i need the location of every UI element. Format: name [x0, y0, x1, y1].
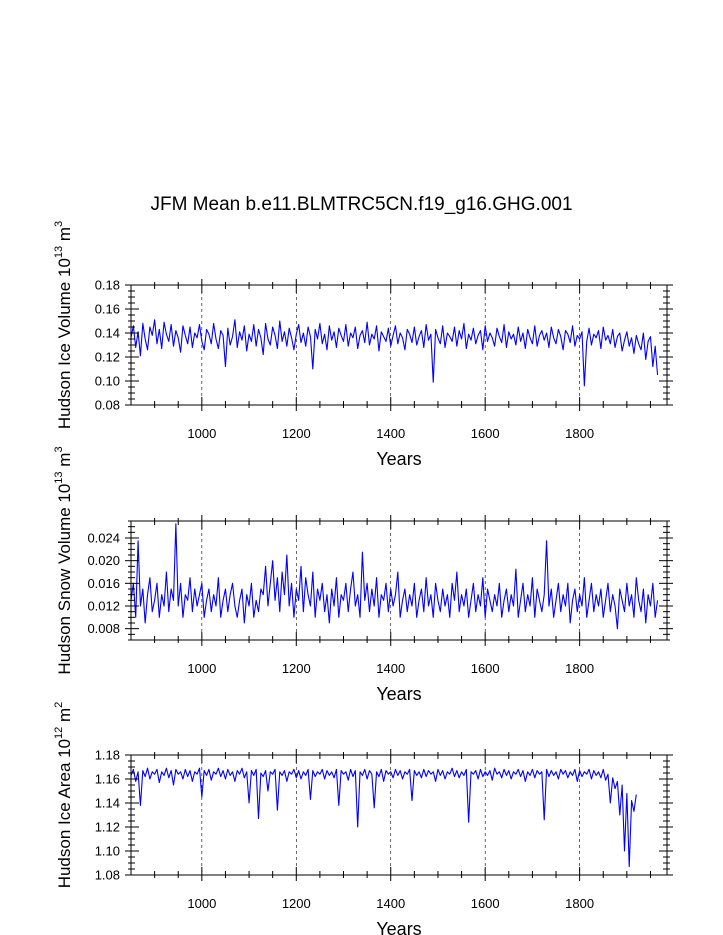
x-tick-label: 1600 [471, 661, 500, 676]
x-tick-label: 1600 [471, 426, 500, 441]
plot-frame [130, 520, 668, 641]
y-tick-label: 1.16 [95, 772, 120, 787]
x-tick-label: 1000 [187, 661, 216, 676]
panel-snow-volume: 1000 1200 1400 1600 1800 Years 0.008 0.012 0.016… [53, 446, 673, 704]
y-tick-label: 1.12 [95, 820, 120, 835]
y-axis-label-main: Hudson Ice Volume 10 [55, 258, 74, 429]
x-tick-label: 1200 [282, 426, 311, 441]
x-axis-label: Years [376, 919, 421, 935]
panel-ice-area: 1000 1200 1400 1600 1800 Years 1.08 1.10 1.12 1.1… [53, 702, 673, 935]
x-tick-label: 1800 [565, 426, 594, 441]
x-tick-label: 1000 [187, 896, 216, 911]
y-axis-label-unit: m [55, 708, 74, 727]
series-line [130, 767, 637, 868]
y-axis-label-main: Hudson Snow Volume 10 [55, 484, 74, 675]
x-tick-label: 1800 [565, 896, 594, 911]
x-tick-label: 1800 [565, 661, 594, 676]
x-tick-label: 1200 [282, 661, 311, 676]
x-tick-label: 1400 [376, 426, 405, 441]
y-tick-label: 1.14 [95, 796, 120, 811]
y-axis-label-exponent: 13 [53, 471, 65, 483]
x-tick-label: 1600 [471, 896, 500, 911]
x-axis-label: Years [376, 684, 421, 704]
y-axis-label-unit-exponent: 3 [53, 446, 65, 452]
series-line [130, 523, 659, 630]
y-tick-label: 0.024 [87, 531, 120, 546]
y-tick-label: 0.012 [87, 599, 120, 614]
y-axis-label-main: Hudson Ice Area 10 [55, 739, 74, 888]
x-tick-label: 1400 [376, 661, 405, 676]
x-tick-label: 1200 [282, 896, 311, 911]
y-axis-label-unit-exponent: 3 [53, 221, 65, 227]
y-tick-label: 1.18 [95, 748, 120, 763]
y-tick-label: 0.14 [95, 326, 120, 341]
y-axis-label: Hudson Ice Area 1012 m2 [53, 702, 74, 889]
y-axis-label-exponent: 13 [53, 246, 65, 258]
y-axis-label-unit-exponent: 2 [53, 702, 65, 708]
y-tick-label: 0.16 [95, 302, 120, 317]
y-axis-label-unit: m [55, 227, 74, 246]
x-tick-label: 1000 [187, 426, 216, 441]
y-tick-label: 1.10 [95, 844, 120, 859]
y-axis-label: Hudson Ice Volume 1013 m3 [53, 221, 74, 429]
y-tick-label: 0.12 [95, 350, 120, 365]
figure-title: JFM Mean b.e11.BLMTRC5CN.f19_g16.GHG.001 [150, 194, 573, 215]
series-line [130, 319, 659, 387]
panel-ice-volume: 1000 1200 1400 1600 1800 Years 0.08 0.10 0.12 0.1… [53, 221, 673, 469]
y-tick-label: 1.08 [95, 868, 120, 883]
y-tick-label: 0.016 [87, 576, 120, 591]
y-axis-label: Hudson Snow Volume 1013 m3 [53, 446, 74, 674]
y-tick-label: 0.18 [95, 278, 120, 293]
y-tick-label: 0.08 [95, 398, 120, 413]
y-tick-label: 0.020 [87, 553, 120, 568]
y-axis-label-unit: m [55, 453, 74, 472]
x-axis-label: Years [376, 449, 421, 469]
x-tick-label: 1400 [376, 896, 405, 911]
y-tick-label: 0.008 [87, 621, 120, 636]
y-axis-label-exponent: 12 [53, 727, 65, 739]
y-tick-label: 0.10 [95, 374, 120, 389]
